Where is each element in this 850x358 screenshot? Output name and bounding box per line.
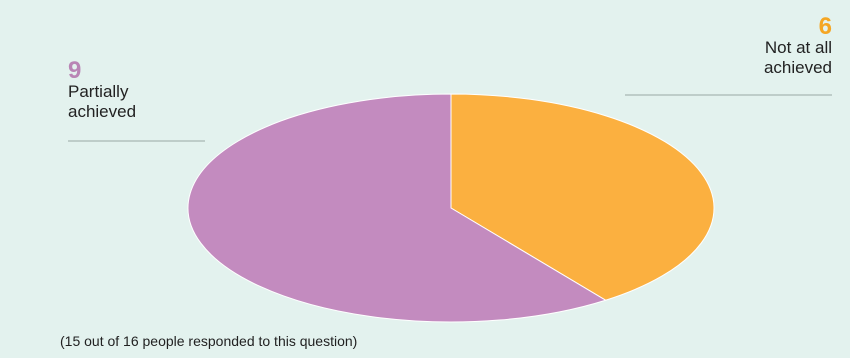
response-footnote: (15 out of 16 people responded to this q… xyxy=(60,333,358,349)
slice-label-line-1: Not at all xyxy=(764,38,832,57)
slice-value-partially-achieved: 9 xyxy=(68,57,82,84)
pie-slice-partially-achieved xyxy=(187,93,607,323)
slice-label-line-1: Partially xyxy=(68,82,129,101)
slice-label-line-2: achieved xyxy=(763,58,832,77)
slice-label-line-2: achieved xyxy=(68,102,137,121)
slice-value-not-at-all-achieved: 6 xyxy=(818,13,832,40)
slice-label-partially-achieved: 9 Partially achieved xyxy=(68,57,137,122)
slice-label-not-at-all-achieved: 6 Not at all achieved xyxy=(763,13,832,78)
pie-slices xyxy=(187,93,715,323)
pie-slice-not-at-all-achieved xyxy=(450,93,715,301)
